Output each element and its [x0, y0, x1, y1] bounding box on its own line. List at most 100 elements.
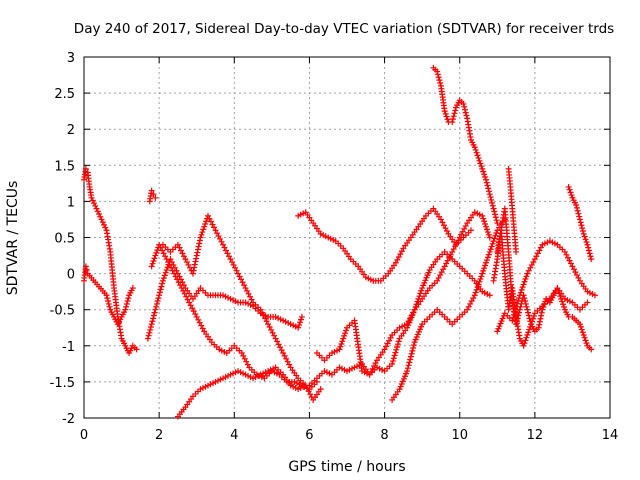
- data-point: [577, 323, 584, 330]
- data-point: [510, 314, 517, 321]
- data-point: [297, 319, 304, 326]
- data-point: [521, 295, 528, 302]
- data-point: [123, 303, 130, 310]
- data-point: [477, 160, 484, 167]
- data-point: [515, 295, 522, 302]
- data-point: [146, 329, 153, 336]
- data-point: [412, 303, 419, 310]
- data-point: [414, 298, 421, 305]
- series-sat-c: [146, 187, 159, 205]
- series-sat-q: [505, 165, 520, 255]
- data-point: [538, 312, 545, 319]
- data-point: [523, 303, 530, 310]
- data-point: [560, 303, 567, 310]
- y-tick-label: 2: [67, 123, 75, 138]
- data-point: [154, 298, 161, 305]
- data-point: [190, 267, 197, 274]
- data-point: [105, 300, 112, 307]
- data-point: [394, 344, 401, 351]
- data-point: [540, 303, 547, 310]
- data-point: [93, 205, 100, 212]
- data-point: [576, 216, 583, 223]
- data-point: [522, 337, 529, 344]
- data-point: [153, 249, 160, 256]
- series-sat-f: [174, 364, 309, 420]
- data-point: [463, 112, 470, 119]
- data-point: [523, 334, 530, 341]
- data-point: [415, 295, 422, 302]
- data-point: [489, 240, 496, 247]
- data-point: [484, 229, 491, 236]
- data-point: [122, 306, 129, 313]
- data-point: [389, 358, 396, 365]
- data-point: [442, 110, 449, 117]
- data-point: [451, 110, 458, 117]
- data-point: [150, 191, 157, 198]
- data-point: [194, 249, 201, 256]
- data-point: [529, 318, 536, 325]
- x-tick-label: 6: [305, 428, 313, 443]
- data-point: [482, 220, 489, 227]
- data-point: [99, 219, 106, 226]
- data-point: [483, 226, 490, 233]
- data-point: [404, 368, 411, 375]
- data-point: [481, 265, 488, 272]
- data-point: [559, 298, 566, 305]
- data-point: [476, 278, 483, 285]
- series-sat-i: [306, 209, 493, 389]
- x-tick-label: 4: [230, 428, 238, 443]
- data-point: [486, 234, 493, 241]
- data-point: [560, 301, 567, 308]
- data-point: [584, 241, 591, 248]
- data-point: [486, 248, 493, 255]
- data-point: [152, 194, 159, 201]
- data-point: [297, 316, 304, 323]
- data-point: [486, 292, 493, 299]
- data-point: [521, 340, 528, 347]
- data-point: [343, 327, 350, 334]
- data-point: [156, 292, 163, 299]
- data-point: [416, 293, 423, 300]
- data-point: [574, 207, 581, 214]
- data-point: [82, 263, 89, 270]
- data-point: [408, 350, 415, 357]
- data-point: [480, 215, 487, 222]
- data-point: [474, 284, 481, 291]
- data-point: [96, 211, 103, 218]
- data-point: [585, 244, 592, 251]
- data-point: [473, 149, 480, 156]
- data-point: [434, 71, 441, 78]
- data-point: [515, 297, 522, 304]
- data-point: [437, 79, 444, 86]
- data-point: [577, 219, 584, 226]
- data-point: [101, 221, 108, 228]
- data-point: [317, 386, 324, 393]
- data-point: [155, 295, 162, 302]
- data-point: [588, 346, 595, 353]
- x-tick-label: 8: [380, 428, 388, 443]
- data-point: [573, 204, 580, 211]
- data-point: [523, 273, 530, 280]
- data-point: [150, 312, 157, 319]
- data-point: [525, 329, 532, 336]
- data-point: [94, 208, 101, 215]
- data-point: [522, 300, 529, 307]
- y-tick-label: -1: [62, 340, 75, 355]
- data-point: [474, 152, 481, 159]
- data-point: [472, 146, 479, 153]
- x-axis-ticks: 0 2 4 6 8 10 12 14: [80, 57, 618, 443]
- data-point: [144, 335, 151, 342]
- x-tick-label: 14: [602, 428, 619, 443]
- data-point: [389, 360, 396, 367]
- data-point: [583, 340, 590, 347]
- data-point: [163, 266, 170, 273]
- data-point: [578, 222, 585, 229]
- data-point: [522, 298, 529, 305]
- data-point: [200, 226, 207, 233]
- y-tick-label: 3: [67, 51, 75, 66]
- data-point: [517, 289, 524, 296]
- data-point: [536, 321, 543, 328]
- data-point: [197, 234, 204, 241]
- grid: [84, 57, 610, 418]
- data-point: [201, 223, 208, 230]
